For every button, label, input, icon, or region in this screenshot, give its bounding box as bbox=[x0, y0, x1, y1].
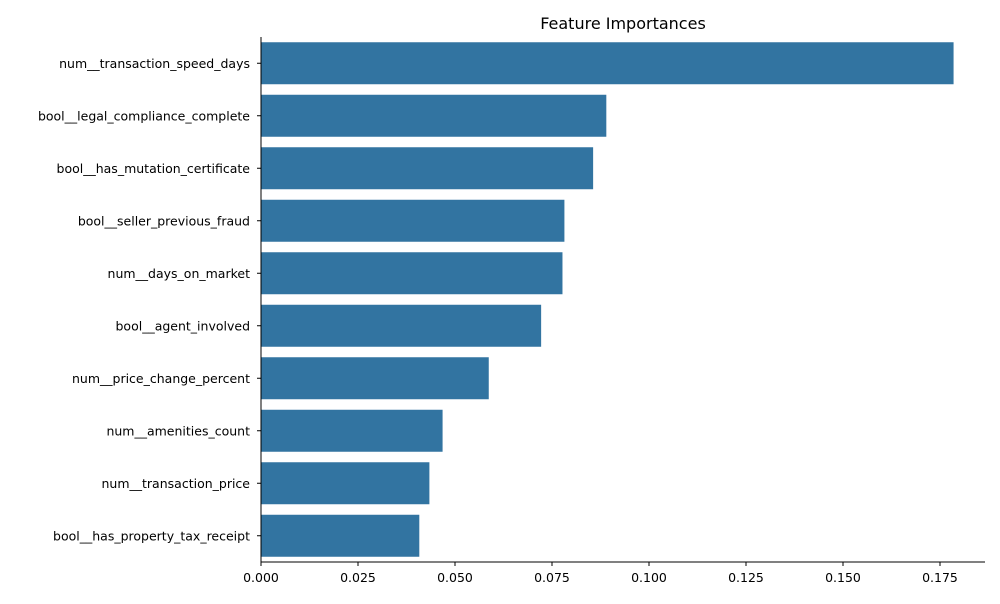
bar-bool__legal_compliance_complete bbox=[261, 94, 607, 137]
x-tick-label: 0.100 bbox=[631, 570, 667, 585]
bar-bool__agent_involved bbox=[261, 304, 542, 347]
bar-num__days_on_market bbox=[261, 252, 563, 295]
bars-layer bbox=[261, 42, 954, 557]
axes bbox=[260, 37, 985, 563]
y-tick-label: bool__seller_previous_fraud bbox=[78, 213, 250, 228]
x-ticks: 0.000 0.025 0.050 0.075 0.100 0.125 0.150 0.175 bbox=[243, 562, 958, 585]
bar-num__transaction_price bbox=[261, 462, 430, 505]
y-tick-label: bool__has_property_tax_receipt bbox=[53, 528, 250, 543]
x-tick-label: 0.125 bbox=[728, 570, 764, 585]
y-tick-label: num__price_change_percent bbox=[72, 371, 250, 386]
y-tick-label: bool__agent_involved bbox=[116, 318, 251, 333]
y-tick-label: num__amenities_count bbox=[106, 423, 250, 438]
x-tick-label: 0.175 bbox=[922, 570, 958, 585]
x-tick-label: 0.050 bbox=[437, 570, 473, 585]
bar-bool__has_property_tax_receipt bbox=[261, 514, 420, 557]
x-tick-label: 0.075 bbox=[534, 570, 570, 585]
x-tick-label: 0.025 bbox=[340, 570, 376, 585]
chart-title: Feature Importances bbox=[540, 14, 706, 33]
y-tick-labels: num__transaction_speed_days bool__legal_c… bbox=[38, 56, 261, 543]
bar-bool__has_mutation_certificate bbox=[261, 147, 594, 190]
bar-num__price_change_percent bbox=[261, 357, 489, 400]
y-tick-label: num__transaction_price bbox=[102, 476, 251, 491]
y-tick-label: num__transaction_speed_days bbox=[59, 56, 250, 71]
x-tick-label: 0.150 bbox=[825, 570, 861, 585]
y-tick-label: bool__has_mutation_certificate bbox=[57, 161, 251, 176]
y-tick-label: num__days_on_market bbox=[108, 266, 251, 281]
bar-num__amenities_count bbox=[261, 409, 443, 452]
bar-num__transaction_speed_days bbox=[261, 42, 954, 85]
y-tick-label: bool__legal_compliance_complete bbox=[38, 108, 250, 123]
x-tick-label: 0.000 bbox=[243, 570, 279, 585]
bar-bool__seller_previous_fraud bbox=[261, 199, 565, 242]
